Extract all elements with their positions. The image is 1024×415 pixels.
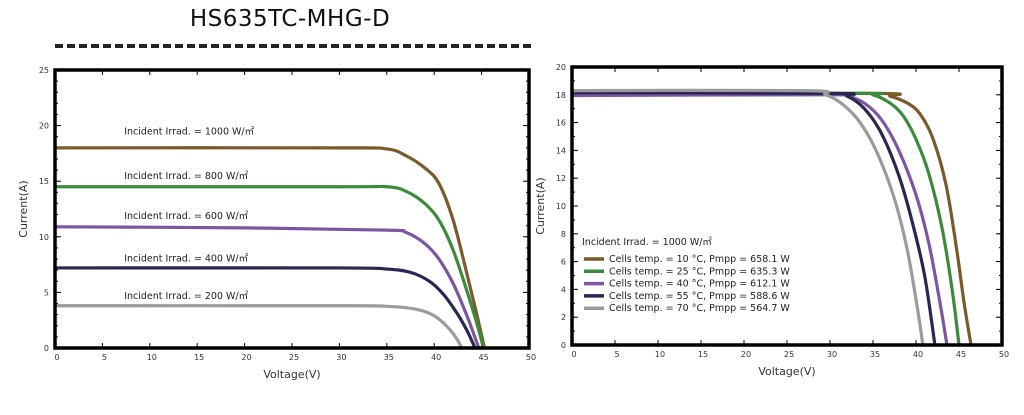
plot-frame [53, 68, 531, 350]
series-line [53, 266, 477, 350]
series-line [53, 146, 487, 350]
x-tick-label: 50 [999, 350, 1009, 359]
chart-2: 0 5 10 15 20 25 30 35 40 45 50 0 2 4 6 8 10 12 14 16 18 20 Vol… [534, 63, 1009, 378]
legend-entry: Cells temp. = 10 °C, Pmpp = 658.1 W [609, 254, 790, 265]
x-tick-label: 30 [336, 353, 346, 362]
series-label: Incident Irrad. = 400 W/㎡ [124, 253, 248, 264]
x-tick-label: 20 [242, 353, 252, 362]
title-dashed-underline [55, 44, 531, 48]
x-tick-label: 35 [870, 350, 880, 359]
chart-page-title: HS635TC-MHG-D [189, 6, 391, 32]
legend-entry: Cells temp. = 40 °C, Pmpp = 612.1 W [609, 279, 790, 290]
y-tick-label: 10 [556, 202, 566, 211]
legend-entry: Cells temp. = 70 °C, Pmpp = 564.7 W [609, 303, 790, 314]
x-tick-label: 40 [431, 353, 441, 362]
series-label: Incident Irrad. = 600 W/㎡ [124, 211, 248, 222]
x-tick-label: 40 [913, 350, 923, 359]
y-tick-label: 4 [561, 285, 566, 294]
x-tick-label: 45 [479, 353, 489, 362]
plot-frame [570, 65, 1004, 347]
x-tick-label: 45 [956, 350, 966, 359]
y-tick-label: 16 [556, 119, 566, 128]
legend-entry: Cells temp. = 25 °C, Pmpp = 635.3 W [609, 266, 790, 277]
series-line [53, 184, 486, 350]
x-tick-label: 10 [147, 353, 157, 362]
y-tick-label: 10 [39, 233, 49, 242]
y-tick-label: 15 [39, 177, 49, 186]
y-tick-label: 12 [556, 174, 566, 183]
y-tick-label: 8 [561, 230, 566, 239]
x-tick-label: 20 [741, 350, 751, 359]
x-tick-label: 15 [698, 350, 708, 359]
x-tick-label: 5 [102, 353, 107, 362]
y-tick-label: 14 [556, 146, 566, 155]
x-tick-label: 25 [289, 353, 299, 362]
legend-entry: Cells temp. = 55 °C, Pmpp = 588.6 W [609, 291, 790, 302]
y-tick-label: 2 [561, 313, 566, 322]
series-label: Incident Irrad. = 1000 W/㎡ [124, 126, 254, 137]
series-line [570, 88, 925, 347]
x-tick-label: 35 [384, 353, 394, 362]
y-tick-label: 25 [39, 66, 49, 75]
y-tick-label: 0 [561, 341, 566, 350]
series-label: Incident Irrad. = 200 W/㎡ [124, 291, 248, 302]
x-tick-label: 15 [194, 353, 204, 362]
x-tick-label: 0 [54, 353, 59, 362]
x-tick-label: 0 [571, 350, 576, 359]
series-label: Incident Irrad. = 800 W/㎡ [124, 171, 248, 182]
y-tick-label: 6 [561, 258, 566, 267]
x-tick-label: 30 [827, 350, 837, 359]
x-axis-label: Voltage(V) [758, 365, 815, 378]
x-tick-label: 25 [784, 350, 794, 359]
x-tick-label: 10 [655, 350, 665, 359]
series-line [570, 91, 937, 347]
y-tick-label: 5 [44, 288, 49, 297]
x-tick-label: 5 [614, 350, 619, 359]
y-tick-label: 20 [556, 63, 566, 72]
y-tick-label: 0 [44, 344, 49, 353]
y-axis-label: Current(A) [534, 177, 547, 234]
y-axis-label: Current(A) [17, 180, 30, 237]
y-tick-label: 20 [39, 122, 49, 131]
series-line [53, 225, 481, 350]
legend-title: Incident Irrad. = 1000 W/㎡ [582, 237, 712, 248]
chart-1: 0 5 10 15 20 25 30 35 40 45 50 0 5 10 15 20 25 Voltage(V)… [17, 66, 536, 381]
y-tick-label: 18 [556, 91, 566, 100]
series-line [53, 304, 464, 350]
x-tick-label: 50 [526, 353, 536, 362]
x-axis-label: Voltage(V) [263, 368, 320, 381]
